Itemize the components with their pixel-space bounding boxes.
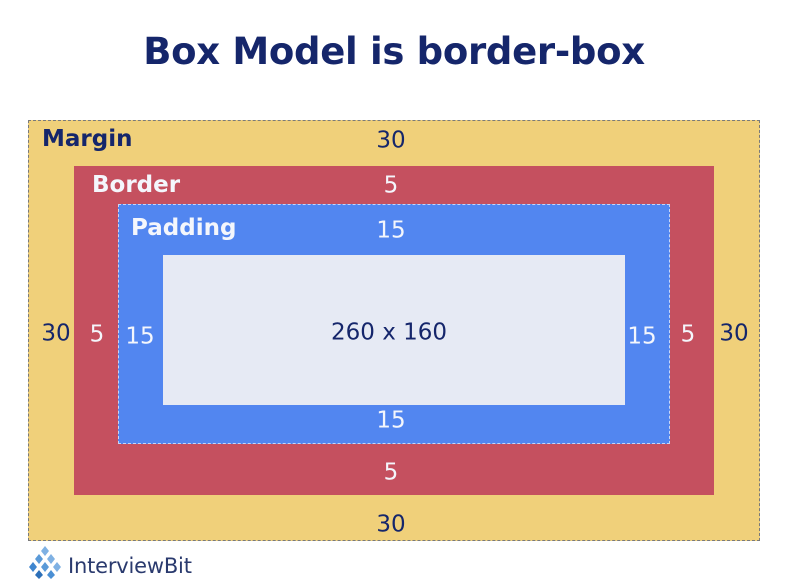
border-top-value: 5 [383, 172, 399, 199]
border-left-value: 5 [89, 321, 105, 348]
padding-bottom-value: 15 [376, 407, 406, 434]
padding-top-value: 15 [376, 217, 406, 244]
brand-name: InterviewBit [68, 554, 192, 578]
margin-right-value: 30 [719, 320, 749, 347]
border-label: Border [92, 172, 181, 198]
border-bottom-value: 5 [383, 459, 399, 486]
margin-top-value: 30 [376, 127, 406, 154]
border-right-value: 5 [680, 321, 696, 348]
content-area [163, 255, 625, 405]
page-title: Box Model is border-box [143, 30, 645, 73]
padding-left-value: 15 [125, 323, 155, 350]
padding-label: Padding [131, 215, 237, 241]
margin-left-value: 30 [41, 320, 71, 347]
margin-bottom-value: 30 [376, 511, 406, 538]
content-size: 260 x 160 [330, 319, 448, 346]
interviewbit-logo-icon [29, 546, 61, 579]
margin-label: Margin [42, 126, 133, 152]
padding-right-value: 15 [627, 323, 657, 350]
